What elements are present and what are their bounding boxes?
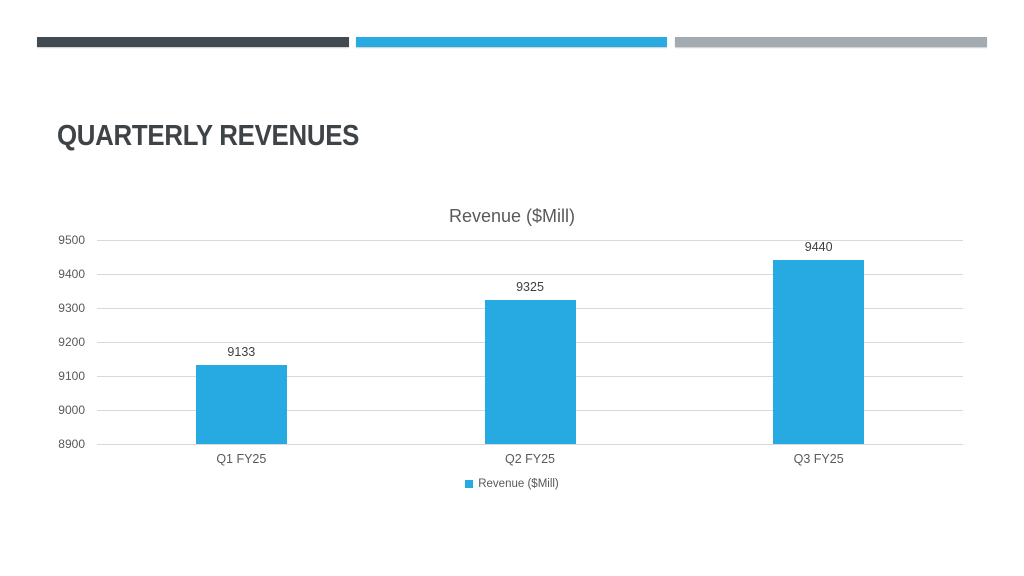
bar-q2-fy25 bbox=[484, 299, 576, 444]
legend-color-swatch-icon bbox=[465, 480, 474, 488]
accent-bar-dark bbox=[37, 37, 349, 47]
gridline bbox=[97, 239, 963, 241]
slide-title: QUARTERLY REVENUES bbox=[57, 120, 360, 152]
x-axis-label: Q1 FY25 bbox=[216, 452, 267, 466]
y-axis: 9500 9400 9300 9200 9100 9000 8900 bbox=[40, 233, 85, 451]
bar-value-label: 9325 bbox=[516, 279, 544, 294]
bar-q3-fy25 bbox=[773, 260, 865, 444]
accent-bar-gray bbox=[675, 37, 987, 47]
accent-bar-blue bbox=[356, 37, 667, 47]
y-axis-tick-label: 9400 bbox=[58, 267, 85, 281]
gridline bbox=[97, 443, 963, 445]
y-axis-tick-label: 8900 bbox=[58, 437, 85, 451]
gridline bbox=[97, 273, 963, 275]
y-axis-tick-label: 9500 bbox=[58, 233, 85, 247]
bar-q1-fy25 bbox=[195, 364, 287, 444]
chart-title: Revenue ($Mill) bbox=[448, 206, 576, 226]
legend-label: Revenue ($Mill) bbox=[478, 478, 559, 490]
y-axis-tick-label: 9300 bbox=[58, 301, 85, 315]
x-axis-label: Q3 FY25 bbox=[793, 452, 844, 466]
bar-value-label: 9133 bbox=[227, 344, 256, 359]
y-axis-tick-label: 9200 bbox=[58, 335, 85, 349]
bar-value-label: 9440 bbox=[804, 240, 833, 255]
chart-plot-area: 9133 9325 9440 bbox=[97, 239, 963, 445]
y-axis-tick-label: 9100 bbox=[58, 369, 85, 383]
x-axis-label: Q2 FY25 bbox=[504, 452, 555, 466]
chart-legend: Revenue ($Mill) bbox=[45, 478, 979, 490]
x-axis: Q1 FY25 Q2 FY25 Q3 FY25 bbox=[97, 452, 963, 468]
y-axis-tick-label: 9000 bbox=[58, 403, 85, 417]
